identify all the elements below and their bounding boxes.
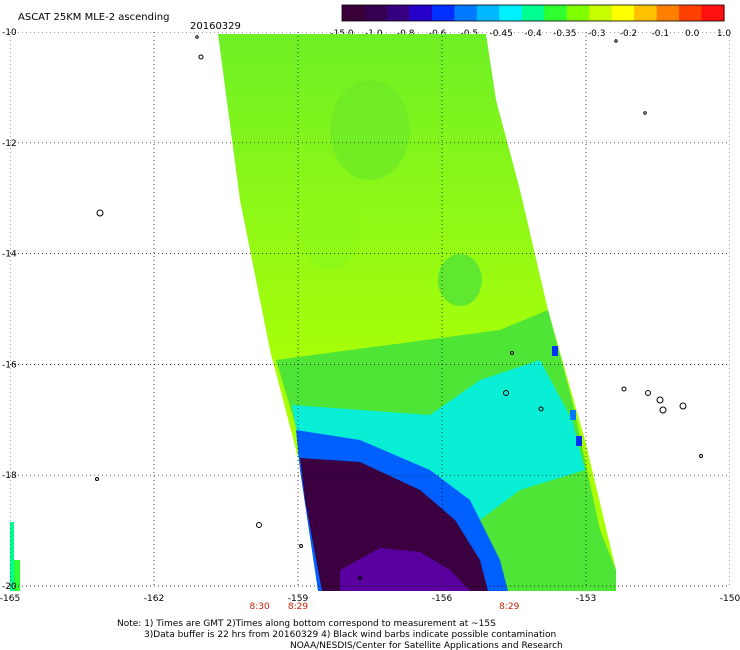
colorbar-segment: [409, 5, 433, 21]
data-swath: [10, 34, 616, 591]
longitude-label: -165: [0, 594, 20, 604]
colorbar-segment: [499, 5, 523, 21]
island-outline: [621, 386, 627, 392]
swath-edge-pixel: [552, 346, 558, 356]
longitude-label: -150: [720, 594, 740, 604]
swath-cyan-region: [292, 360, 585, 520]
figure-date: 20160329: [190, 21, 241, 32]
colorbar-segment: [342, 5, 366, 21]
island-outline: [503, 390, 509, 396]
island-outline: [645, 390, 651, 396]
colorbar-segment: [589, 5, 613, 21]
island-outline: [679, 402, 687, 410]
colorbar-label: -0.3: [588, 29, 606, 39]
swath-green-patch: [330, 80, 410, 180]
map-panel: [10, 32, 730, 591]
left-edge-strip: [10, 522, 14, 591]
longitude-label: -153: [576, 594, 596, 604]
colorbar-segment: [679, 5, 703, 21]
swath-edge-pixel: [576, 436, 582, 446]
colorbar-label: -0.45: [490, 29, 513, 39]
latitude-label: -20: [2, 582, 17, 592]
island-outline: [656, 396, 664, 404]
time-label: 8:29: [499, 602, 519, 612]
colorbar-segment: [364, 5, 388, 21]
island-outline: [96, 209, 104, 217]
island-outline: [643, 111, 647, 115]
swath-purple-inner: [340, 548, 470, 591]
longitude-label: -159: [288, 594, 309, 604]
island-outline: [510, 351, 514, 355]
longitude-label: -162: [144, 594, 164, 604]
longitude-label: -156: [432, 594, 453, 604]
colorbar-segment: [656, 5, 680, 21]
left-edge-strip: [14, 560, 20, 591]
island-outline: [659, 406, 667, 414]
colorbar-segment: [431, 5, 455, 21]
colorbar-segment: [386, 5, 411, 21]
island-outline: [699, 454, 703, 458]
colorbar-label: -0.4: [524, 29, 542, 39]
colorbar-segment: [521, 5, 545, 21]
colorbar-label: 1.0: [717, 29, 732, 39]
island-outline: [195, 35, 199, 39]
time-label: 8:29: [288, 602, 308, 612]
colorbar-label: -0.35: [553, 29, 576, 39]
longitude-labels: -165 -162 -159 -156 -153 -150: [0, 594, 740, 604]
colorbar-segment: [544, 5, 568, 21]
footer-credit: NOAA/NESDIS/Center for Satellite Applica…: [290, 641, 563, 650]
island-outline: [358, 576, 362, 580]
colorbar-segment: [701, 5, 725, 21]
colorbar-label: -0.2: [620, 29, 638, 39]
latitude-label: -10: [2, 28, 17, 38]
swath-green-patch: [438, 254, 482, 306]
island-outline: [538, 406, 544, 412]
colorbar-segment: [634, 5, 658, 21]
colorbar-frame: [341, 4, 725, 22]
footer-note-2: 3)Data buffer is 22 hrs from 20160329 4)…: [144, 630, 556, 640]
latitude-label: -12: [2, 139, 17, 149]
latitude-label: -18: [2, 471, 17, 481]
island-outline: [198, 54, 204, 60]
swath-calm-core: [300, 458, 488, 591]
time-labels: 8:30 8:29 8:29: [249, 602, 519, 612]
swath-green-patch: [300, 190, 360, 270]
lat-lon-grid: [10, 32, 730, 587]
figure-title: ASCAT 25KM MLE-2 ascending: [18, 12, 169, 23]
colorbar-label: 0.0: [685, 29, 700, 39]
island-outline: [95, 477, 99, 481]
latitude-labels: -10 -12 -14 -16 -18 -20: [2, 28, 17, 592]
colorbar-segment: [454, 5, 478, 21]
island-outline: [299, 544, 303, 548]
island-outline: [256, 522, 262, 528]
colorbar-segment: [476, 5, 500, 21]
latitude-label: -16: [2, 360, 17, 370]
island-outlines: [95, 35, 703, 580]
swath-edge-pixel: [570, 410, 576, 420]
colorbar-segment: [566, 5, 590, 21]
colorbar: -15.0-1.0-0.8-0.6-0.5-0.45-0.4-0.35-0.3-…: [330, 4, 732, 39]
footer-note-1: Note: 1) Times are GMT 2)Times along bot…: [117, 619, 496, 629]
latitude-label: -14: [2, 250, 17, 260]
colorbar-label: -0.1: [652, 29, 670, 39]
colorbar-segment: [611, 5, 635, 21]
time-label: 8:30: [249, 602, 269, 612]
island-outline: [614, 39, 618, 43]
